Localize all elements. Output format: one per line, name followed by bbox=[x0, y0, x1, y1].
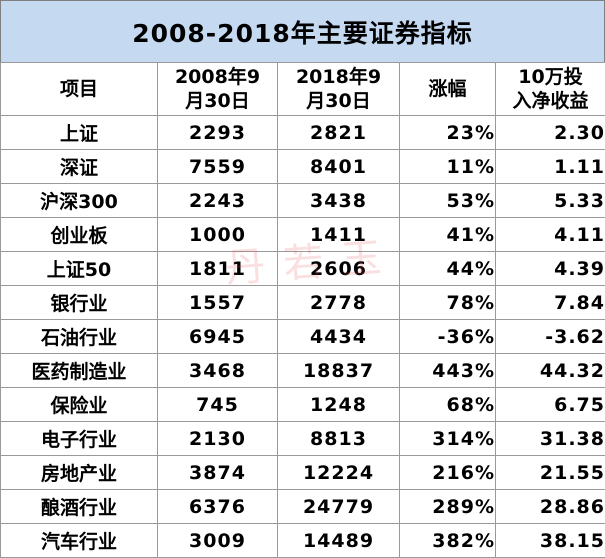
row-change: 443% bbox=[400, 354, 496, 388]
row-name: 酿酒行业 bbox=[1, 490, 158, 524]
table-title: 2008-2018年主要证券指标 bbox=[0, 0, 605, 63]
row-name: 深证 bbox=[1, 150, 158, 184]
header-2018: 2018年9 月30日 bbox=[278, 63, 400, 116]
row-value-2008: 3468 bbox=[158, 354, 278, 388]
row-return: -3.62 bbox=[496, 320, 605, 354]
header-2008: 2008年9 月30日 bbox=[158, 63, 278, 116]
row-value-2018: 4434 bbox=[278, 320, 400, 354]
row-value-2008: 1557 bbox=[158, 286, 278, 320]
header-return: 10万投 入净收益 bbox=[496, 63, 605, 116]
header-2018-line1: 2018年9 bbox=[278, 65, 399, 89]
row-name: 创业板 bbox=[1, 218, 158, 252]
row-change: 314% bbox=[400, 422, 496, 456]
header-item: 项目 bbox=[1, 63, 158, 116]
row-value-2008: 745 bbox=[158, 388, 278, 422]
row-return: 21.55 bbox=[496, 456, 605, 490]
securities-table: 项目 2008年9 月30日 2018年9 月30日 涨幅 10万投 入净收益 … bbox=[0, 62, 605, 558]
row-change: 11% bbox=[400, 150, 496, 184]
row-value-2018: 14489 bbox=[278, 524, 400, 558]
row-return: 31.38 bbox=[496, 422, 605, 456]
header-2008-line2: 月30日 bbox=[158, 89, 277, 113]
row-name: 保险业 bbox=[1, 388, 158, 422]
row-change: 41% bbox=[400, 218, 496, 252]
row-change: 68% bbox=[400, 388, 496, 422]
row-name: 房地产业 bbox=[1, 456, 158, 490]
header-2018-line2: 月30日 bbox=[278, 89, 399, 113]
row-name: 沪深300 bbox=[1, 184, 158, 218]
row-return: 2.30 bbox=[496, 116, 605, 150]
row-value-2008: 2293 bbox=[158, 116, 278, 150]
row-value-2018: 1411 bbox=[278, 218, 400, 252]
header-row: 项目 2008年9 月30日 2018年9 月30日 涨幅 10万投 入净收益 bbox=[1, 63, 605, 116]
row-name: 上证 bbox=[1, 116, 158, 150]
row-value-2018: 1248 bbox=[278, 388, 400, 422]
row-return: 7.84 bbox=[496, 286, 605, 320]
row-change: 289% bbox=[400, 490, 496, 524]
row-name: 医药制造业 bbox=[1, 354, 158, 388]
row-return: 44.32 bbox=[496, 354, 605, 388]
row-change: 44% bbox=[400, 252, 496, 286]
row-value-2008: 1811 bbox=[158, 252, 278, 286]
row-change: 216% bbox=[400, 456, 496, 490]
row-change: 78% bbox=[400, 286, 496, 320]
row-value-2018: 24779 bbox=[278, 490, 400, 524]
row-change: 382% bbox=[400, 524, 496, 558]
header-2008-line1: 2008年9 bbox=[158, 65, 277, 89]
row-value-2008: 2243 bbox=[158, 184, 278, 218]
row-return: 1.11 bbox=[496, 150, 605, 184]
row-value-2018: 2821 bbox=[278, 116, 400, 150]
header-return-line2: 入净收益 bbox=[496, 89, 605, 113]
row-return: 4.39 bbox=[496, 252, 605, 286]
row-value-2008: 1000 bbox=[158, 218, 278, 252]
row-change: 53% bbox=[400, 184, 496, 218]
row-value-2018: 8401 bbox=[278, 150, 400, 184]
row-value-2018: 18837 bbox=[278, 354, 400, 388]
row-value-2018: 2606 bbox=[278, 252, 400, 286]
row-return: 38.15 bbox=[496, 524, 605, 558]
row-return: 4.11 bbox=[496, 218, 605, 252]
row-value-2008: 7559 bbox=[158, 150, 278, 184]
row-value-2008: 3874 bbox=[158, 456, 278, 490]
row-value-2018: 2778 bbox=[278, 286, 400, 320]
row-value-2008: 6945 bbox=[158, 320, 278, 354]
row-value-2008: 3009 bbox=[158, 524, 278, 558]
row-change: -36% bbox=[400, 320, 496, 354]
row-value-2018: 12224 bbox=[278, 456, 400, 490]
row-name: 上证50 bbox=[1, 252, 158, 286]
row-value-2008: 2130 bbox=[158, 422, 278, 456]
row-value-2018: 3438 bbox=[278, 184, 400, 218]
row-change: 23% bbox=[400, 116, 496, 150]
header-return-line1: 10万投 bbox=[496, 65, 605, 89]
row-name: 银行业 bbox=[1, 286, 158, 320]
row-return: 6.75 bbox=[496, 388, 605, 422]
row-value-2018: 8813 bbox=[278, 422, 400, 456]
row-name: 石油行业 bbox=[1, 320, 158, 354]
row-return: 5.33 bbox=[496, 184, 605, 218]
row-name: 电子行业 bbox=[1, 422, 158, 456]
row-return: 28.86 bbox=[496, 490, 605, 524]
row-name: 汽车行业 bbox=[1, 524, 158, 558]
header-change: 涨幅 bbox=[400, 63, 496, 116]
row-value-2008: 6376 bbox=[158, 490, 278, 524]
